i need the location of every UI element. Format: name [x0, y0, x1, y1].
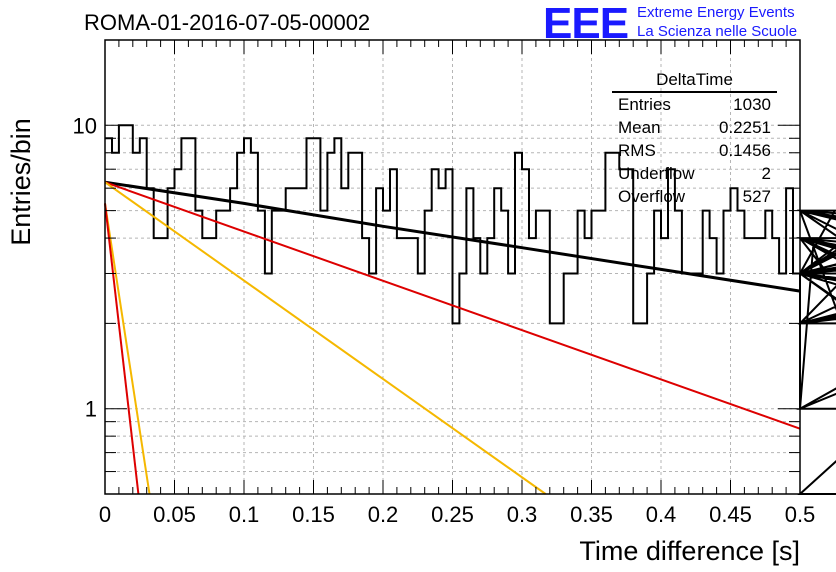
stats-value: 527: [742, 187, 771, 206]
x-axis-label: Time difference [s]: [579, 536, 800, 566]
stats-label: Overflow: [618, 187, 686, 206]
fit-curve: [104, 181, 801, 430]
stats-title: DeltaTime: [612, 70, 777, 93]
stats-row-entries: Entries 1030: [612, 93, 777, 116]
logo-tagline-2: La Scienza nelle Scuole: [637, 23, 798, 40]
x-tick-label: 0.4: [646, 502, 677, 527]
stats-value: 0.1456: [719, 141, 771, 160]
logo-tagline-1: Extreme Energy Events: [637, 4, 795, 21]
stats-row-underflow: Underflow 2: [612, 162, 777, 185]
x-tick-label: 0.05: [153, 502, 196, 527]
chart-title: ROMA-01-2016-07-05-00002: [84, 10, 371, 35]
stats-value: 0.2251: [719, 118, 771, 137]
y-axis-ticks: 1 10: [73, 39, 800, 495]
x-tick-label: 0.25: [431, 502, 474, 527]
x-tick-label: 0.2: [368, 502, 399, 527]
stats-label: RMS: [618, 141, 656, 160]
fit-curve: [104, 180, 801, 293]
x-tick-label: 0.5: [785, 502, 816, 527]
histogram-steps: [105, 124, 836, 495]
y-tick-label: 1: [85, 397, 97, 422]
stats-label: Underflow: [618, 164, 695, 183]
x-tick-label: 0.35: [570, 502, 613, 527]
histogram: [105, 124, 836, 495]
x-tick-label: 0.1: [229, 502, 260, 527]
fit-curve: [104, 203, 151, 495]
fit-curve: [104, 203, 140, 495]
fit-curve: [104, 181, 547, 495]
y-tick-label: 10: [73, 113, 97, 138]
x-tick-label: 0.45: [709, 502, 752, 527]
stats-value: 2: [761, 164, 771, 183]
stats-box: DeltaTime Entries 1030 Mean 0.2251 RMS 0…: [612, 70, 777, 206]
y-axis-label: Entries/bin: [6, 118, 36, 246]
stats-label: Mean: [618, 118, 661, 137]
eee-logo: EEE: [543, 0, 629, 48]
stats-value: 1030: [733, 95, 771, 114]
stats-row-overflow: Overflow 527: [612, 185, 777, 208]
x-tick-label: 0.15: [292, 502, 335, 527]
stats-row-mean: Mean 0.2251: [612, 116, 777, 139]
x-axis-ticks: 0 0.05 0.1 0.15 0.2 0.25 0.3 0.35 0.4 0.45 0.5: [99, 40, 815, 527]
x-tick-label: 0.3: [507, 502, 538, 527]
fit-curves: [104, 180, 801, 495]
stats-label: Entries: [618, 95, 671, 114]
stats-row-rms: RMS 0.1456: [612, 139, 777, 162]
x-tick-label: 0: [99, 502, 111, 527]
